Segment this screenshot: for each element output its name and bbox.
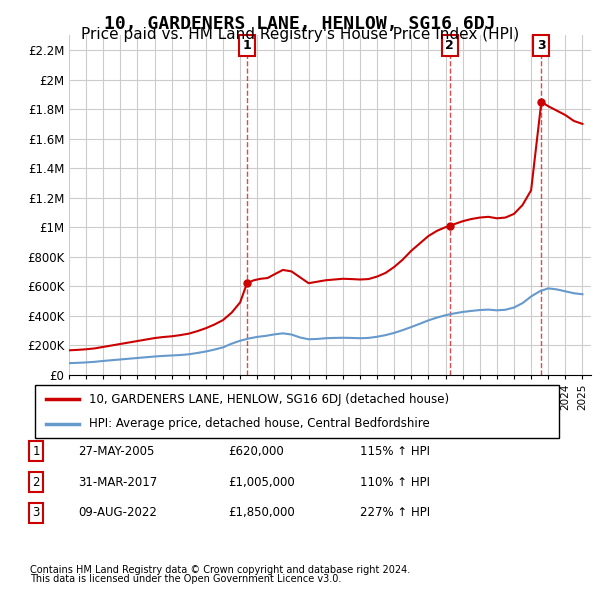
Text: HPI: Average price, detached house, Central Bedfordshire: HPI: Average price, detached house, Cent…	[89, 417, 430, 430]
Text: £620,000: £620,000	[228, 445, 284, 458]
Text: 10, GARDENERS LANE, HENLOW, SG16 6DJ (detached house): 10, GARDENERS LANE, HENLOW, SG16 6DJ (de…	[89, 393, 449, 406]
Text: 3: 3	[537, 39, 545, 52]
Text: Price paid vs. HM Land Registry's House Price Index (HPI): Price paid vs. HM Land Registry's House …	[81, 27, 519, 41]
Text: £1,850,000: £1,850,000	[228, 506, 295, 519]
Text: 10, GARDENERS LANE, HENLOW, SG16 6DJ: 10, GARDENERS LANE, HENLOW, SG16 6DJ	[104, 15, 496, 33]
Text: This data is licensed under the Open Government Licence v3.0.: This data is licensed under the Open Gov…	[30, 574, 341, 584]
Text: 227% ↑ HPI: 227% ↑ HPI	[360, 506, 430, 519]
FancyBboxPatch shape	[35, 385, 559, 438]
Text: 3: 3	[32, 506, 40, 519]
Text: 115% ↑ HPI: 115% ↑ HPI	[360, 445, 430, 458]
Text: 31-MAR-2017: 31-MAR-2017	[78, 476, 157, 489]
Text: 2: 2	[445, 39, 454, 52]
Text: Contains HM Land Registry data © Crown copyright and database right 2024.: Contains HM Land Registry data © Crown c…	[30, 565, 410, 575]
Text: 2: 2	[32, 476, 40, 489]
Text: 1: 1	[242, 39, 251, 52]
Text: £1,005,000: £1,005,000	[228, 476, 295, 489]
Text: 27-MAY-2005: 27-MAY-2005	[78, 445, 154, 458]
Text: 1: 1	[32, 445, 40, 458]
Text: 110% ↑ HPI: 110% ↑ HPI	[360, 476, 430, 489]
Text: 09-AUG-2022: 09-AUG-2022	[78, 506, 157, 519]
